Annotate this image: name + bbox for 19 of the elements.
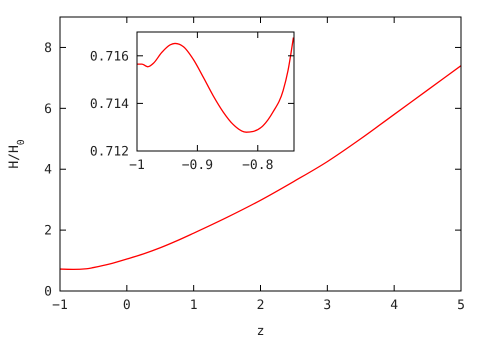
x-tick-label: −1 <box>129 158 145 173</box>
x-tick-label: 3 <box>323 298 332 313</box>
x-tick-label: −0.8 <box>242 158 274 173</box>
x-axis-title: z <box>256 324 264 339</box>
x-tick-label: −0.9 <box>182 158 214 173</box>
x-tick-label: 2 <box>256 298 264 313</box>
line-series <box>60 65 461 270</box>
y-tick-label: 2 <box>44 224 52 239</box>
y-tick-label: 0 <box>44 284 52 300</box>
x-tick-label: 5 <box>457 298 465 313</box>
y-tick-label: 6 <box>44 102 52 117</box>
y-tick-label: 0.716 <box>90 49 129 64</box>
y-tick-label: 0.712 <box>90 144 129 160</box>
x-tick-label: −1 <box>52 298 68 313</box>
line-series <box>137 36 294 133</box>
x-tick-label: 1 <box>190 298 198 313</box>
x-tick-label: 4 <box>390 298 398 313</box>
y-tick-label: 8 <box>44 40 52 56</box>
y-tick-label: 0.714 <box>90 96 130 112</box>
